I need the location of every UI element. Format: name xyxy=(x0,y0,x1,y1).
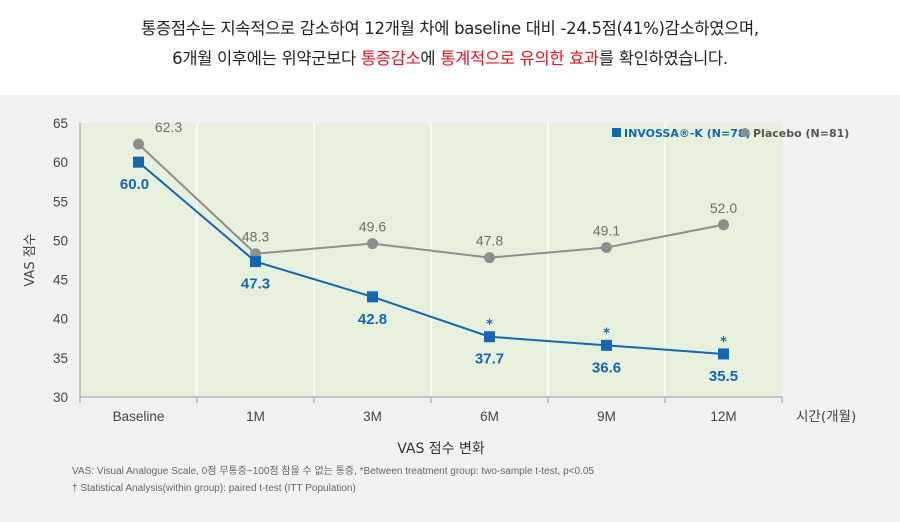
x-tick-label: Baseline xyxy=(113,409,165,424)
headline-highlight-pain-reduction: 통증감소 xyxy=(360,49,421,68)
invossa-point xyxy=(367,291,378,303)
placebo-data-label: 47.8 xyxy=(476,233,503,249)
legend-invossa-label: INVOSSA®-K (N=78) xyxy=(624,127,751,140)
placebo-data-label: 48.3 xyxy=(242,229,269,245)
x-tick-label: 1M xyxy=(246,409,265,424)
headline-line-2-prefix: 6개월 이후에는 위약군보다 xyxy=(172,49,361,68)
y-axis-label: VAS 점수 xyxy=(23,233,38,286)
axes xyxy=(79,123,783,403)
placebo-point xyxy=(484,252,495,264)
footnote-line-1: VAS: Visual Analogue Scale, 0점 무통증~100점 … xyxy=(72,466,594,477)
headline-line-2: 6개월 이후에는 위약군보다 통증감소에 통계적으로 유의한 효과를 확인하였습… xyxy=(0,44,900,74)
significance-asterisk: * xyxy=(603,326,610,341)
series-group: 62.3 48.3 49.6 47.8 49.1 52.0 60.0 47.3 42.8 37.7… xyxy=(120,119,738,385)
placebo-data-label: 52.0 xyxy=(710,200,737,216)
placebo-line xyxy=(137,143,724,259)
y-tick-label: 55 xyxy=(53,194,68,209)
legend-placebo-marker xyxy=(740,128,750,137)
vas-line-chart: 30 35 40 45 50 55 60 65 Baseline 1M 3M 6M 9M 12M 시간(… xyxy=(23,116,856,455)
invossa-point xyxy=(601,339,612,351)
y-tick-label: 45 xyxy=(53,273,68,288)
y-tick-label: 35 xyxy=(53,351,68,366)
headline-line-2-mid: 에 xyxy=(420,49,441,68)
legend-placebo-label: Placebo (N=81) xyxy=(753,127,849,140)
x-tick-label: 6M xyxy=(480,409,499,424)
placebo-point xyxy=(133,138,144,150)
footnote: VAS: Visual Analogue Scale, 0점 무통증~100점 … xyxy=(72,463,594,497)
x-tick-label: 3M xyxy=(363,409,382,424)
headline-highlight-significance: 통계적으로 유의한 효과 xyxy=(440,49,599,68)
headline-line-1: 통증점수는 지속적으로 감소하여 12개월 차에 baseline 대비 -24… xyxy=(141,19,759,38)
invossa-data-label: 60.0 xyxy=(120,176,149,193)
y-tick-label: 50 xyxy=(53,233,68,248)
placebo-data-label: 62.3 xyxy=(155,119,182,135)
invossa-data-label: 42.8 xyxy=(358,311,387,328)
invossa-data-label: 35.5 xyxy=(709,368,738,385)
placebo-point xyxy=(367,238,378,250)
placebo-point xyxy=(601,241,612,253)
x-tick-labels: Baseline 1M 3M 6M 9M 12M xyxy=(113,409,737,424)
y-tick-label: 30 xyxy=(53,390,68,405)
y-tick-label: 65 xyxy=(53,116,68,131)
invossa-data-label: 37.7 xyxy=(475,351,504,368)
grid-lines xyxy=(196,123,666,397)
chart-panel: 30 35 40 45 50 55 60 65 Baseline 1M 3M 6M 9M 12M 시간(… xyxy=(0,95,900,522)
invossa-data-label: 36.6 xyxy=(592,359,621,376)
footnote-line-2: † Statistical Analysis(within group): pa… xyxy=(72,483,356,494)
significance-asterisk: * xyxy=(486,318,493,333)
invossa-point xyxy=(718,348,729,360)
placebo-data-label: 49.6 xyxy=(359,219,386,235)
invossa-data-label: 47.3 xyxy=(241,276,270,293)
headline: 통증점수는 지속적으로 감소하여 12개월 차에 baseline 대비 -24… xyxy=(0,14,900,74)
legend: INVOSSA®-K (N=78) Placebo (N=81) xyxy=(612,127,849,140)
x-tick-label: 9M xyxy=(597,409,616,424)
x-axis-unit-label: 시간(개월) xyxy=(796,409,856,425)
significance-asterisk: * xyxy=(720,335,727,350)
legend-invossa-marker xyxy=(612,128,621,137)
invossa-point xyxy=(133,156,144,168)
x-axis-label: VAS 점수 변화 xyxy=(397,441,485,455)
x-tick-label: 12M xyxy=(710,409,736,424)
placebo-data-label: 49.1 xyxy=(593,222,620,238)
placebo-point xyxy=(718,219,729,231)
y-tick-labels: 30 35 40 45 50 55 60 65 xyxy=(53,116,68,405)
y-tick-label: 40 xyxy=(53,312,68,327)
invossa-line xyxy=(137,161,724,355)
invossa-point xyxy=(250,256,261,268)
headline-line-2-suffix: 를 확인하였습니다. xyxy=(598,49,728,68)
y-tick-label: 60 xyxy=(53,155,68,170)
invossa-point xyxy=(484,331,495,343)
